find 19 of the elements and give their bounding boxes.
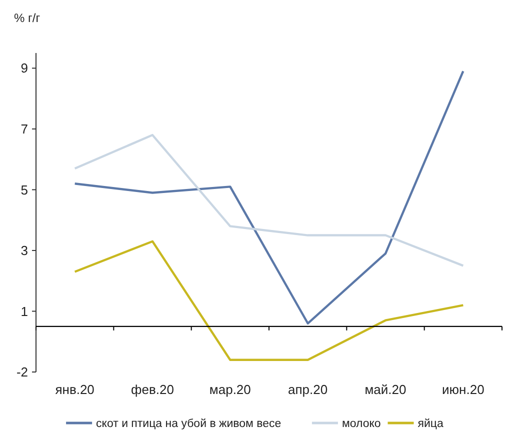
x-tick-label: фев.20 [131, 382, 174, 397]
legend-label: молоко [342, 418, 381, 430]
legend-label: скот и птица на убой в живом весе [96, 418, 282, 430]
line-series [74, 240, 464, 361]
y-axis-title: % г/г [14, 11, 41, 25]
y-tick-label: 1 [20, 304, 28, 319]
y-tick-label: 7 [20, 122, 28, 136]
y-tick-label: 3 [20, 243, 28, 258]
x-tick-label: янв.20 [55, 382, 94, 397]
y-tick-label: 9 [20, 60, 28, 76]
x-tick-label: мар.20 [209, 382, 251, 397]
x-tick-label: апр.20 [288, 382, 328, 397]
line-series [74, 134, 464, 267]
x-tick-label: май.20 [364, 382, 406, 397]
y-tick-label: -2 [16, 364, 28, 380]
line-series [74, 70, 464, 324]
x-tick-label: июн.20 [442, 382, 484, 397]
y-tick-label: 5 [20, 182, 28, 198]
legend-label: яйца [418, 418, 444, 430]
